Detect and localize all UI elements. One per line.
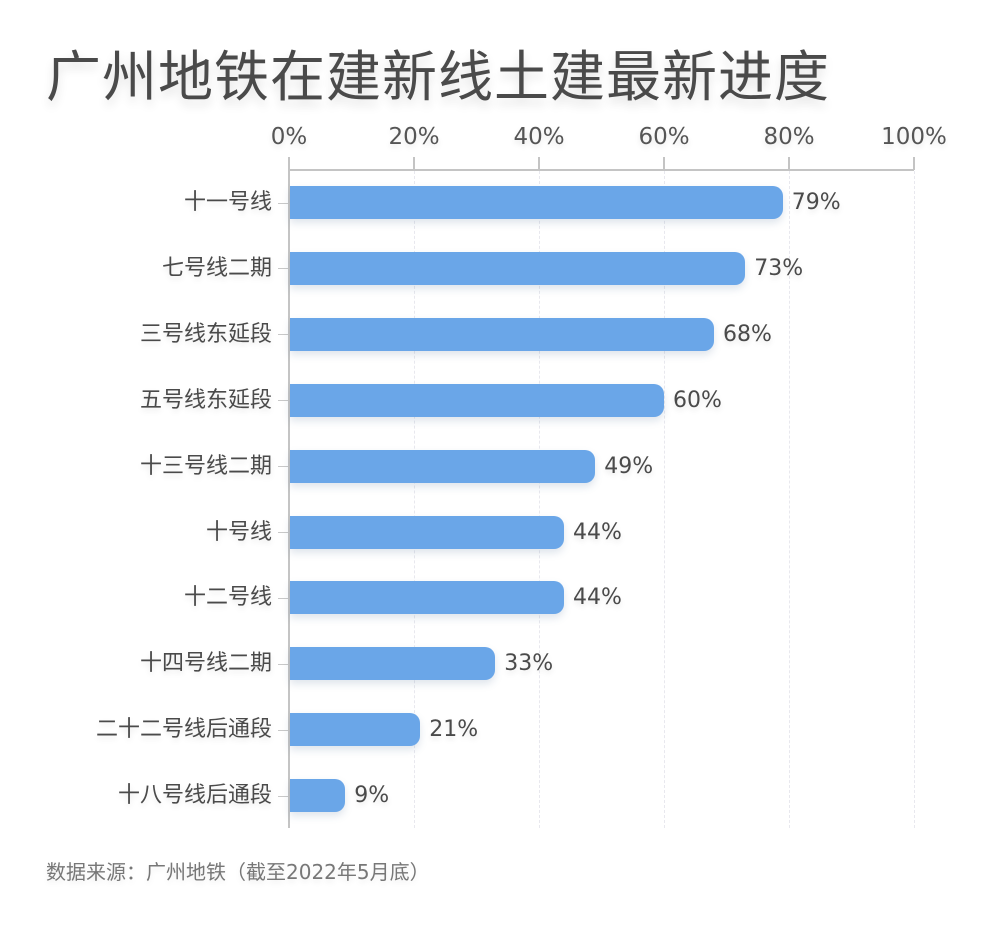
value-label: 9%	[354, 783, 390, 809]
y-axis-line	[288, 157, 290, 828]
bar	[290, 581, 564, 615]
y-axis-tick	[278, 400, 288, 402]
chart-title: 广州地铁在建新线土建最新进度	[46, 45, 831, 109]
y-axis-tick	[278, 532, 288, 533]
y-axis-tick	[278, 597, 288, 599]
bar	[290, 449, 596, 483]
category-label: 五号线东延段	[139, 387, 272, 413]
value-label: 44%	[573, 585, 622, 611]
y-axis-tick	[278, 466, 288, 468]
x-axis-tick-label: 40%	[513, 124, 565, 150]
x-axis-tick	[413, 157, 415, 170]
category-label: 十号线	[205, 519, 272, 545]
bar	[290, 317, 714, 351]
gridline	[664, 171, 665, 828]
x-axis-tick	[788, 157, 790, 170]
value-label: 79%	[791, 190, 841, 215]
category-label: 三号线东延段	[139, 321, 272, 347]
data-source-note: 数据来源：广州地铁（截至2022年5月底）	[46, 860, 430, 884]
category-label: 二十二号线后通段	[95, 717, 272, 743]
x-axis-tick-label: 20%	[388, 124, 440, 150]
value-label: 60%	[673, 387, 722, 413]
y-axis-tick	[278, 268, 288, 270]
gridline	[539, 171, 540, 828]
bar	[290, 647, 496, 681]
bar	[290, 779, 346, 813]
bar	[290, 515, 564, 549]
bar	[290, 383, 664, 417]
value-label: 44%	[573, 519, 622, 545]
value-label: 73%	[754, 255, 804, 281]
bar	[290, 713, 421, 747]
value-label: 21%	[429, 717, 479, 743]
x-axis-tick	[913, 157, 915, 170]
category-label: 十八号线后通段	[117, 783, 272, 809]
bar	[290, 251, 746, 285]
x-axis-tick-label: 0%	[270, 124, 308, 150]
y-axis-tick	[278, 663, 288, 665]
category-label: 十一号线	[183, 190, 272, 215]
y-axis-tick	[278, 795, 288, 797]
x-axis-tick-label: 80%	[763, 124, 815, 150]
value-label: 49%	[604, 453, 654, 479]
x-axis-tick	[663, 157, 665, 170]
gridline	[914, 171, 915, 828]
x-axis-tick-label: 60%	[638, 124, 690, 150]
category-label: 十四号线二期	[139, 651, 272, 677]
gridline	[414, 171, 415, 828]
y-axis-tick	[278, 202, 288, 204]
category-label: 十二号线	[183, 585, 272, 611]
x-axis-tick-label: 100%	[881, 124, 947, 150]
value-label: 33%	[504, 651, 554, 677]
category-label: 十三号线二期	[139, 453, 272, 479]
y-axis-tick	[278, 729, 288, 731]
x-axis-tick	[538, 157, 540, 170]
bar	[290, 186, 783, 219]
y-axis-tick	[278, 334, 288, 336]
value-label: 68%	[723, 321, 772, 347]
x-axis-line	[289, 169, 914, 171]
category-label: 七号线二期	[161, 255, 272, 281]
gridline	[789, 171, 790, 828]
